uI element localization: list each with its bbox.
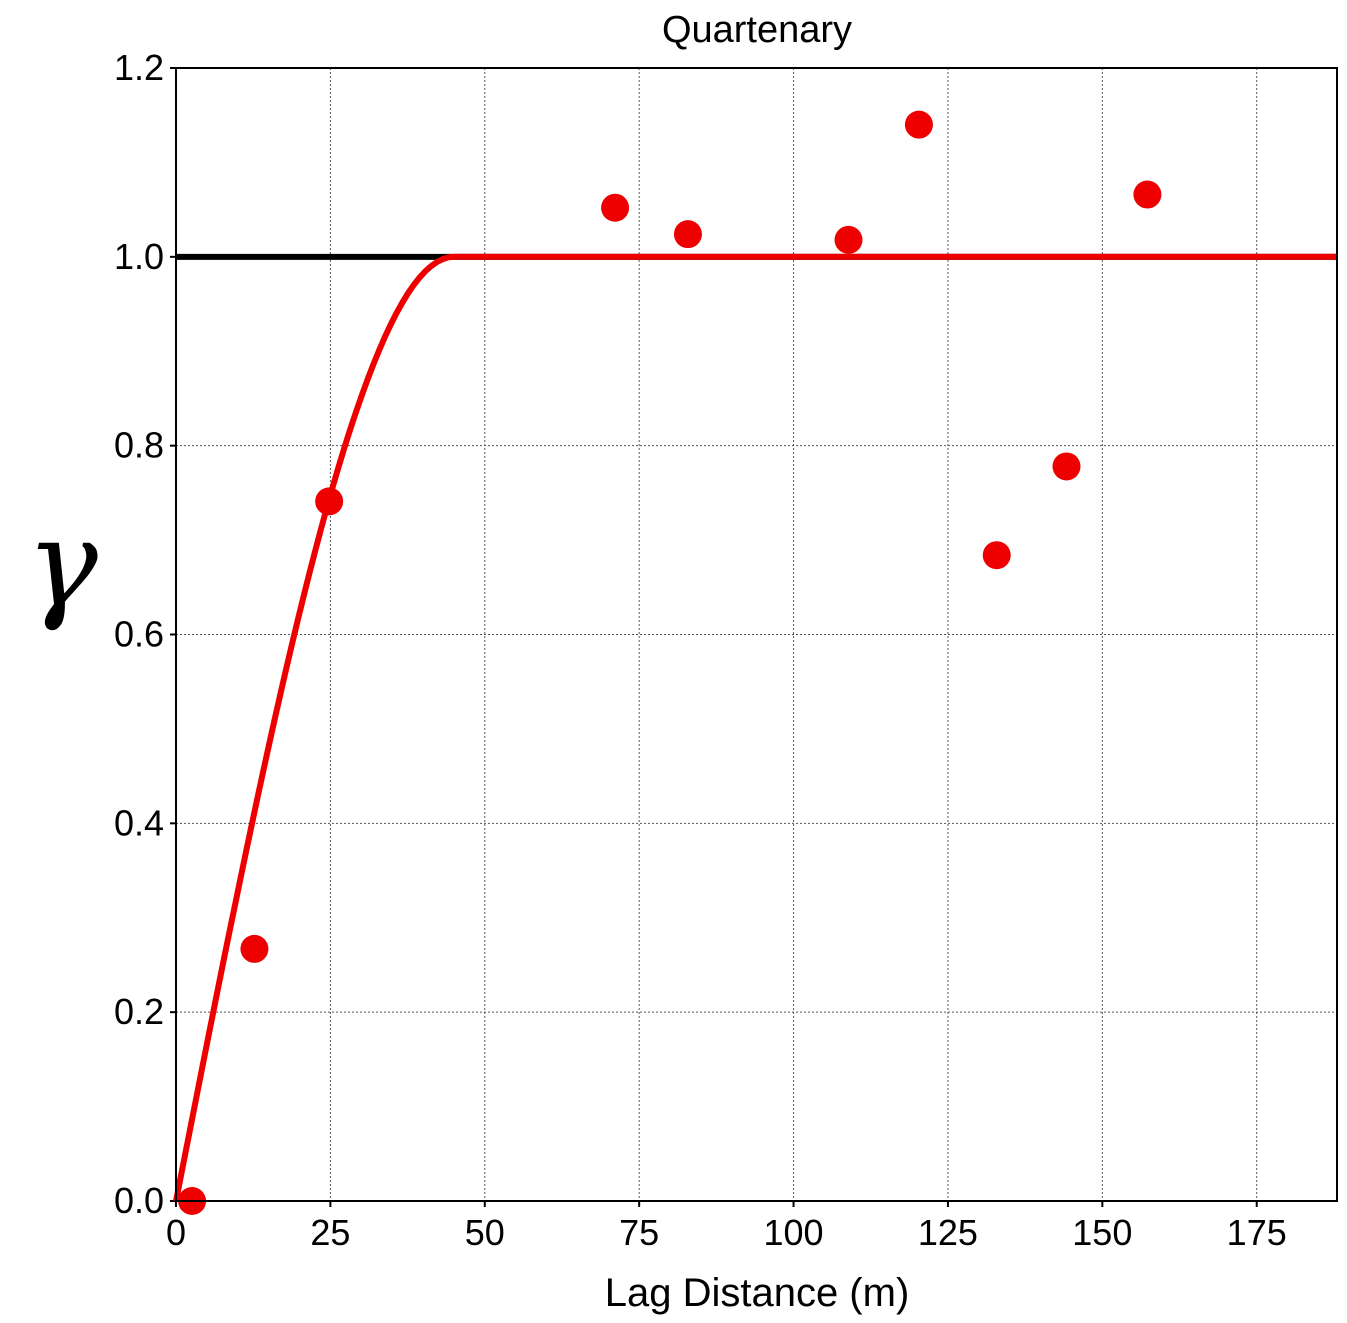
plot-frame	[175, 67, 1338, 1202]
data-point	[601, 193, 630, 222]
data-point	[1052, 452, 1081, 481]
x-tick-label: 125	[918, 1212, 978, 1253]
y-tick-label: 0.4	[114, 802, 164, 843]
x-axis-label: Lag Distance (m)	[605, 1271, 910, 1315]
x-tick-label: 150	[1072, 1212, 1132, 1253]
data-point	[904, 110, 933, 139]
y-tick-label: 0.0	[114, 1180, 164, 1221]
x-tick-label: 50	[465, 1212, 505, 1253]
data-point	[673, 220, 702, 249]
x-tick-label: 75	[619, 1212, 659, 1253]
data-point	[1133, 180, 1162, 209]
y-tick-label: 1.0	[114, 236, 164, 277]
model-curve-path	[173, 253, 1337, 1202]
x-tick-label: 0	[166, 1212, 186, 1253]
data-point	[315, 487, 344, 516]
y-axis-label: γ	[26, 495, 98, 634]
y-axis-ticks: 0.0 0.2 0.4 0.6 0.8 1.0 1.2	[114, 47, 176, 1221]
grid-lines	[176, 68, 1337, 1201]
y-tick-label: 1.2	[114, 47, 164, 88]
x-tick-label: 100	[764, 1212, 824, 1253]
x-tick-label: 175	[1227, 1212, 1287, 1253]
data-point	[240, 934, 269, 963]
chart-title: Quartenary	[662, 9, 852, 51]
data-point	[834, 225, 863, 254]
y-tick-label: 0.6	[114, 614, 164, 655]
y-tick-label: 0.2	[114, 991, 164, 1032]
model-curve	[173, 253, 1337, 1202]
x-axis-ticks: 0 25 50 75 100 125 150 175	[166, 1201, 1287, 1253]
y-tick-label: 0.8	[114, 425, 164, 466]
data-points	[178, 110, 1162, 1215]
x-tick-label: 25	[310, 1212, 350, 1253]
data-point	[982, 541, 1011, 570]
